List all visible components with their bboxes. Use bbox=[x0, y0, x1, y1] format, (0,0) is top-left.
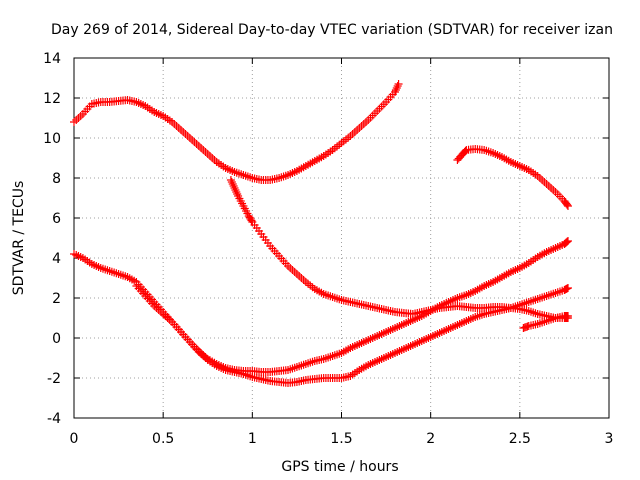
data-point bbox=[563, 200, 572, 209]
data-point bbox=[563, 284, 572, 292]
x-tick-label: 1 bbox=[248, 431, 257, 447]
x-tick-label: 2.5 bbox=[509, 431, 531, 447]
data-point bbox=[563, 237, 572, 245]
x-tick-label: 0.5 bbox=[152, 431, 174, 447]
data-point bbox=[231, 186, 240, 194]
data-point bbox=[562, 238, 571, 247]
x-tick-label: 1.5 bbox=[330, 431, 352, 447]
data-point bbox=[391, 86, 400, 94]
data-point bbox=[391, 88, 399, 96]
tick-layer bbox=[73, 57, 610, 419]
x-tick-label: 0 bbox=[70, 431, 79, 447]
data-point bbox=[460, 148, 469, 156]
y-tick-label: 6 bbox=[52, 211, 61, 227]
data-layer bbox=[70, 80, 572, 387]
data-point bbox=[247, 216, 256, 225]
y-tick-label: -4 bbox=[47, 411, 61, 427]
series-arc-3 bbox=[132, 282, 572, 387]
data-point bbox=[563, 202, 572, 210]
data-point bbox=[228, 180, 237, 188]
data-point bbox=[226, 176, 235, 184]
x-axis-label: GPS time / hours bbox=[281, 459, 398, 475]
x-tick-label: 3 bbox=[605, 431, 614, 447]
data-point bbox=[394, 80, 403, 88]
y-tick-label: 14 bbox=[43, 51, 61, 67]
data-point bbox=[230, 184, 239, 192]
x-tick-label: 2 bbox=[426, 431, 435, 447]
y-tick-label: 8 bbox=[52, 171, 61, 187]
grid-layer bbox=[74, 58, 609, 418]
data-point bbox=[393, 82, 402, 90]
y-tick-label: 12 bbox=[43, 91, 61, 107]
series-arc-6 bbox=[519, 312, 572, 332]
data-point bbox=[227, 178, 236, 186]
data-point bbox=[563, 237, 572, 246]
data-point bbox=[229, 182, 238, 190]
y-tick-label: 0 bbox=[52, 331, 61, 347]
data-point bbox=[232, 188, 241, 196]
series-arc-4 bbox=[226, 176, 572, 322]
chart-title: Day 269 of 2014, Sidereal Day-to-day VTE… bbox=[51, 22, 613, 38]
y-tick-label: 4 bbox=[52, 251, 61, 267]
y-tick-labels: -4 -2 0 2 4 6 8 10 12 14 bbox=[43, 51, 61, 427]
series-arc-5 bbox=[453, 145, 572, 210]
y-tick-label: -2 bbox=[47, 371, 61, 387]
y-axis-label: SDTVAR / TECUs bbox=[11, 181, 27, 296]
data-point bbox=[563, 312, 572, 320]
data-point bbox=[233, 190, 242, 198]
x-tick-labels: 0 0.5 1 1.5 2 2.5 3 bbox=[70, 431, 614, 447]
data-point bbox=[392, 84, 401, 92]
series-arc-1 bbox=[70, 80, 403, 184]
y-tick-label: 10 bbox=[43, 131, 61, 147]
y-tick-label: 2 bbox=[52, 291, 61, 307]
